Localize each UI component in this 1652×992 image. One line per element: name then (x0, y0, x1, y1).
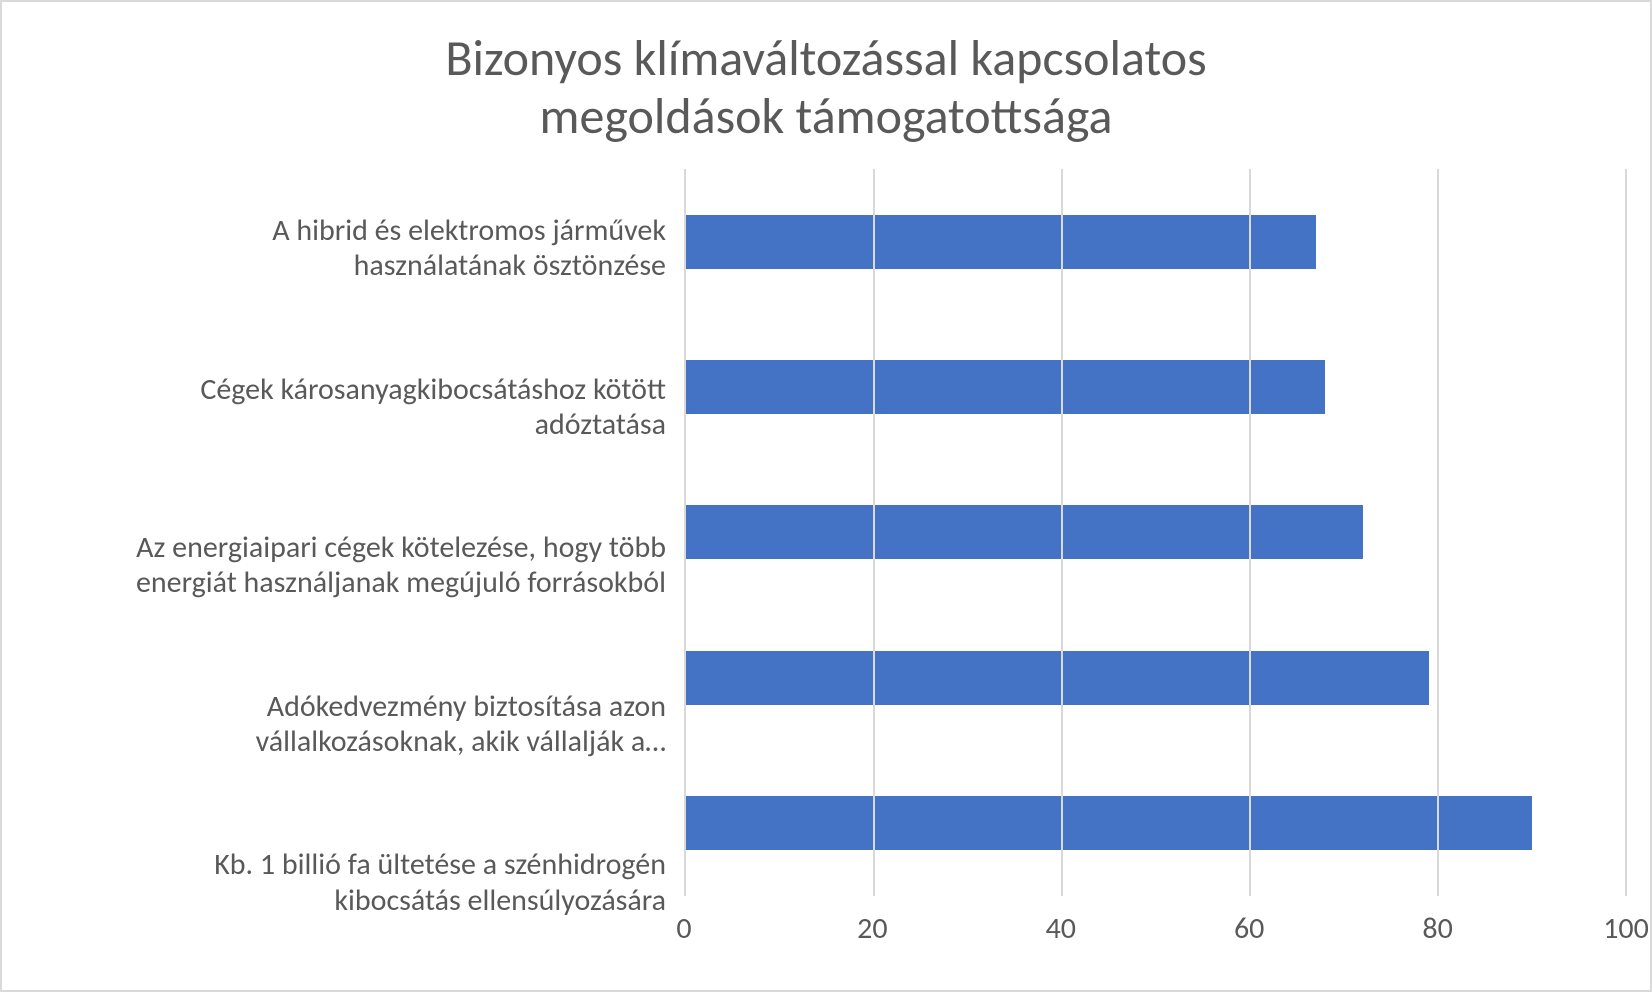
plot-column: 020406080100 (684, 169, 1626, 962)
bar (686, 796, 1532, 850)
bar-slot (686, 608, 1626, 748)
bar-slot (686, 753, 1626, 893)
bar-slot (686, 317, 1626, 457)
x-axis-tick-label: 40 (1046, 910, 1076, 947)
y-axis-label: A hibrid és elektromos járművek használa… (26, 178, 666, 318)
gridline (1437, 169, 1439, 896)
gridline (1061, 169, 1063, 896)
chart-title: Bizonyos klímaváltozással kapcsolatos me… (26, 30, 1626, 145)
x-axis-tick-label: 80 (1422, 910, 1452, 947)
x-axis-tick-label: 0 (676, 910, 691, 947)
bar (686, 651, 1429, 705)
y-axis-label: Kb. 1 billió fa ültetése a szénhidrogén … (26, 813, 666, 953)
bar (686, 215, 1316, 269)
y-axis-label: Az energiaipari cégek kötelezése, hogy t… (26, 495, 666, 635)
x-axis-tick-label: 60 (1234, 910, 1264, 947)
gridline (1625, 169, 1627, 896)
x-axis-tick-label: 100 (1603, 910, 1649, 947)
bar-slot (686, 462, 1626, 602)
chart-frame: Bizonyos klímaváltozással kapcsolatos me… (0, 0, 1652, 992)
gridline (873, 169, 875, 896)
y-axis-label: Cégek károsanyagkibocsátáshoz kötött adó… (26, 337, 666, 477)
bar-slot (686, 172, 1626, 312)
x-axis: 020406080100 (684, 902, 1626, 962)
bar (686, 360, 1325, 414)
chart-body: A hibrid és elektromos járművek használa… (26, 169, 1626, 962)
bars-container (686, 169, 1626, 896)
plot-area (684, 169, 1626, 896)
gridline (1249, 169, 1251, 896)
x-axis-tick-label: 20 (857, 910, 887, 947)
y-axis-labels: A hibrid és elektromos járművek használa… (26, 169, 684, 962)
bar (686, 505, 1363, 559)
y-axis-label: Adókedvezmény biztosítása azon vállalkoz… (26, 654, 666, 794)
